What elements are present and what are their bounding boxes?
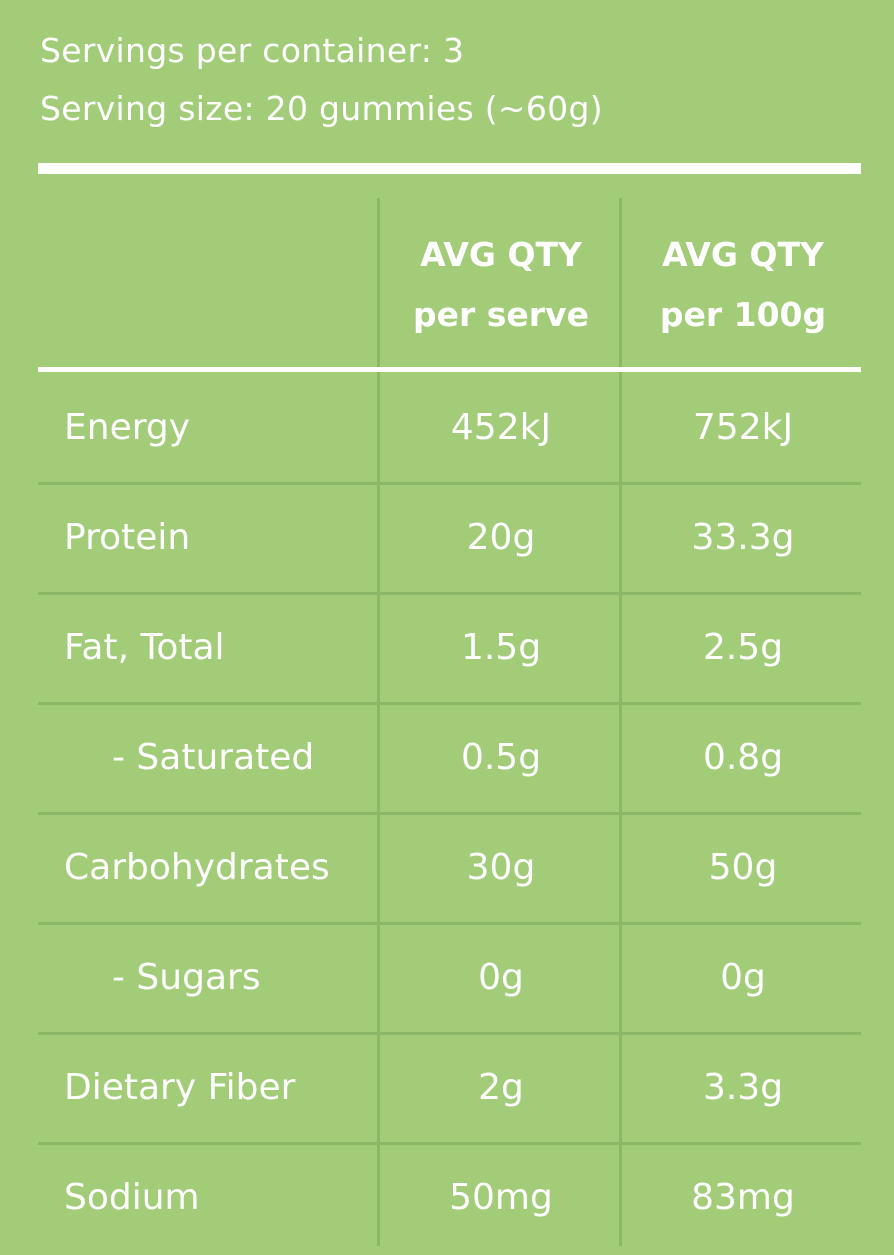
- row-divider: [38, 702, 861, 705]
- top-divider: [38, 163, 861, 174]
- row-divider: [38, 592, 861, 595]
- value-per-100g: 3.3g: [702, 1067, 784, 1108]
- row-label: Dietary Fiber: [64, 1067, 296, 1108]
- value-per-serve: 1.5g: [460, 627, 542, 668]
- table-row-fat-total: Fat, Total 1.5g 2.5g: [0, 595, 894, 705]
- table-row-dietary-fiber: Dietary Fiber 2g 3.3g: [0, 1035, 894, 1145]
- row-label: - Saturated: [112, 737, 315, 778]
- serving-size: Serving size: 20 gummies (~60g): [40, 89, 603, 128]
- table-row-carbohydrates: Carbohydrates 30g 50g: [0, 815, 894, 925]
- row-label: - Sugars: [112, 957, 261, 998]
- row-divider: [38, 812, 861, 815]
- value-per-100g: 0g: [720, 957, 766, 998]
- row-label: Fat, Total: [64, 627, 225, 668]
- row-label: Sodium: [64, 1177, 200, 1218]
- column-header-line2: per serve: [413, 295, 589, 334]
- column-divider-1: [377, 198, 380, 1246]
- value-per-100g: 2.5g: [702, 627, 784, 668]
- column-divider-2: [619, 198, 622, 1246]
- value-per-serve: 20g: [466, 517, 536, 558]
- value-per-serve: 0g: [478, 957, 524, 998]
- serving-info: Servings per container: 3 Serving size: …: [40, 22, 603, 138]
- header-divider: [38, 367, 861, 372]
- row-label: Carbohydrates: [64, 847, 330, 888]
- column-header-line1: AVG QTY: [420, 235, 582, 274]
- row-label: Energy: [64, 407, 191, 448]
- value-per-serve: 0.5g: [460, 737, 542, 778]
- column-header-per-serve: AVG QTY per serve: [380, 225, 622, 345]
- value-per-100g: 752kJ: [692, 407, 794, 448]
- value-per-100g: 0.8g: [702, 737, 784, 778]
- row-label: Protein: [64, 517, 191, 558]
- row-divider: [38, 1032, 861, 1035]
- row-divider: [38, 1142, 861, 1145]
- value-per-serve: 452kJ: [450, 407, 552, 448]
- row-divider: [38, 922, 861, 925]
- table-row-sugars: - Sugars 0g 0g: [0, 925, 894, 1035]
- table-row-saturated: - Saturated 0.5g 0.8g: [0, 705, 894, 815]
- servings-per-container: Servings per container: 3: [40, 31, 465, 70]
- table-row-protein: Protein 20g 33.3g: [0, 485, 894, 595]
- value-per-100g: 50g: [708, 847, 778, 888]
- column-header-per-100g: AVG QTY per 100g: [622, 225, 864, 345]
- value-per-serve: 50mg: [449, 1177, 553, 1218]
- table-row-sodium: Sodium 50mg 83mg: [0, 1145, 894, 1255]
- table-row-energy: Energy 452kJ 752kJ: [0, 375, 894, 485]
- value-per-serve: 30g: [466, 847, 536, 888]
- row-divider: [38, 482, 861, 485]
- column-header-line2: per 100g: [659, 295, 827, 334]
- value-per-100g: 33.3g: [691, 517, 795, 558]
- value-per-100g: 83mg: [691, 1177, 795, 1218]
- value-per-serve: 2g: [478, 1067, 524, 1108]
- column-header-line1: AVG QTY: [662, 235, 824, 274]
